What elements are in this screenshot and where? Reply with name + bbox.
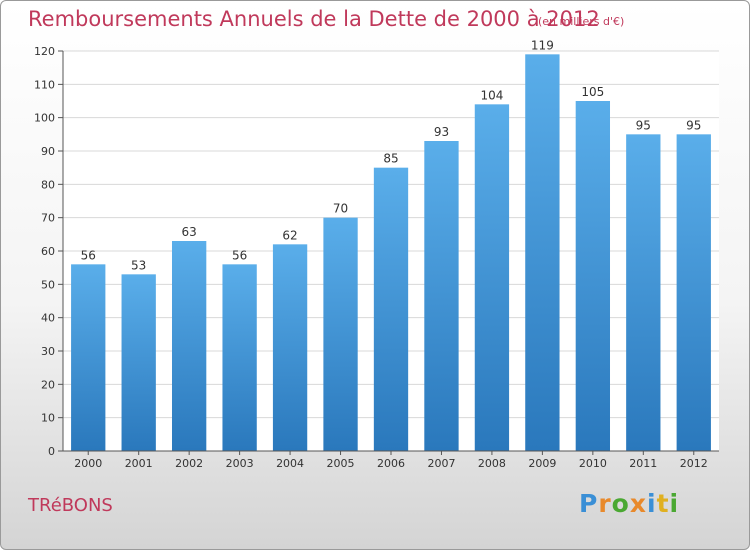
value-label-2001: 53 bbox=[131, 258, 146, 272]
bar-2011 bbox=[626, 134, 661, 452]
commune-name: TRéBONS bbox=[28, 495, 113, 516]
y-tick-label: 90 bbox=[41, 145, 55, 158]
chart-title: Remboursements Annuels de la Dette de 20… bbox=[28, 7, 600, 31]
x-tick-label-2007: 2007 bbox=[427, 457, 455, 470]
bar-2005 bbox=[323, 217, 358, 451]
bar-2000 bbox=[71, 264, 106, 451]
value-label-2007: 93 bbox=[434, 125, 449, 139]
chart-subtitle: (en milliers d'€) bbox=[538, 15, 625, 28]
x-tick-label-2005: 2005 bbox=[327, 457, 355, 470]
x-tick-label-2001: 2001 bbox=[125, 457, 153, 470]
x-tick-label-2000: 2000 bbox=[74, 457, 102, 470]
value-label-2010: 105 bbox=[581, 85, 604, 99]
value-label-2008: 104 bbox=[480, 88, 503, 102]
value-label-2002: 63 bbox=[182, 225, 197, 239]
x-tick-label-2004: 2004 bbox=[276, 457, 304, 470]
y-tick-label: 110 bbox=[34, 78, 55, 91]
y-tick-label: 10 bbox=[41, 412, 55, 425]
logo-letter: x bbox=[629, 489, 647, 518]
logo-letter: r bbox=[598, 489, 612, 518]
bar-2006 bbox=[373, 167, 409, 451]
x-tick-label-2002: 2002 bbox=[175, 457, 203, 470]
value-label-2005: 70 bbox=[333, 202, 348, 216]
logo-letter: t bbox=[656, 489, 670, 518]
x-tick-label-2012: 2012 bbox=[680, 457, 708, 470]
bar-2004 bbox=[272, 244, 308, 451]
y-tick-label: 100 bbox=[34, 112, 55, 125]
logo-letter: P bbox=[579, 489, 599, 518]
value-label-2012: 95 bbox=[686, 118, 701, 132]
bar-2002 bbox=[171, 241, 207, 451]
value-label-2004: 62 bbox=[282, 228, 297, 242]
y-tick-label: 0 bbox=[48, 445, 55, 458]
y-tick-label: 50 bbox=[41, 278, 55, 291]
value-label-2011: 95 bbox=[636, 118, 651, 132]
x-tick-label-2009: 2009 bbox=[528, 457, 556, 470]
y-tick-label: 60 bbox=[41, 245, 55, 258]
bar-2012 bbox=[676, 134, 711, 452]
x-tick-label-2011: 2011 bbox=[629, 457, 657, 470]
x-tick-label-2003: 2003 bbox=[226, 457, 254, 470]
logo-letter: i bbox=[669, 489, 680, 518]
bar-2007 bbox=[424, 141, 459, 451]
value-label-2003: 56 bbox=[232, 248, 247, 262]
value-label-2006: 85 bbox=[383, 152, 398, 166]
proxiti-logo: Proxiti bbox=[579, 489, 679, 518]
value-label-2000: 56 bbox=[81, 248, 96, 262]
bar-2001 bbox=[121, 274, 156, 451]
y-tick-label: 80 bbox=[41, 178, 55, 191]
y-tick-label: 40 bbox=[41, 312, 55, 325]
bar-2009 bbox=[525, 54, 560, 451]
y-tick-label: 30 bbox=[41, 345, 55, 358]
x-tick-label-2008: 2008 bbox=[478, 457, 506, 470]
logo-letter: o bbox=[611, 489, 630, 518]
value-label-2009: 119 bbox=[531, 38, 554, 52]
bar-2008 bbox=[474, 104, 510, 451]
bar-2010 bbox=[575, 101, 611, 451]
y-tick-label: 70 bbox=[41, 212, 55, 225]
bar-2003 bbox=[222, 264, 257, 451]
x-tick-label-2010: 2010 bbox=[579, 457, 607, 470]
x-tick-label-2006: 2006 bbox=[377, 457, 405, 470]
y-tick-label: 20 bbox=[41, 378, 55, 391]
logo-letter: i bbox=[647, 489, 657, 518]
y-tick-label: 120 bbox=[34, 45, 55, 58]
